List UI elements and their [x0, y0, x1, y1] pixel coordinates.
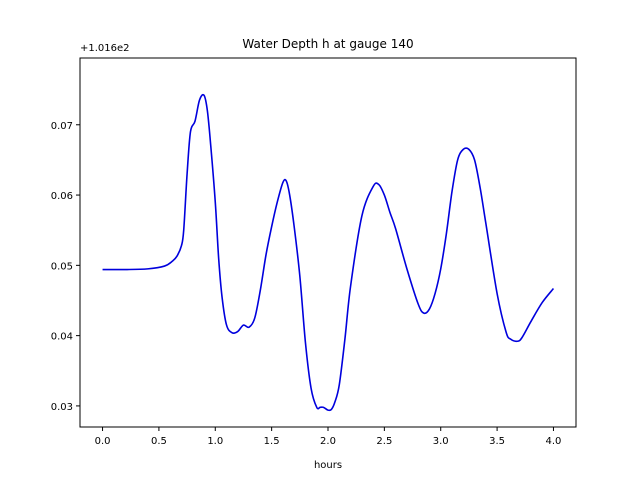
x-tick-label: 1.5: [264, 436, 280, 447]
plot-frame: [79, 57, 577, 428]
y-tick-label: 0.05: [51, 261, 73, 272]
x-axis-label: hours: [314, 460, 342, 471]
y-tick-label: 0.04: [51, 332, 73, 343]
y-axis-offset-label: +1.016e2: [80, 43, 130, 54]
x-tick-label: 3.5: [489, 436, 505, 447]
x-axis-ticks: 0.0 0.5 1.0 1.5 2.0 2.5 3.0 3.5 4.0: [95, 427, 562, 447]
x-tick-label: 2.0: [320, 436, 336, 447]
chart-title: Water Depth h at gauge 140: [242, 37, 413, 51]
x-tick-label: 3.0: [433, 436, 449, 447]
y-tick-label: 0.06: [51, 191, 73, 202]
x-tick-label: 4.0: [546, 436, 562, 447]
series-layer: [102, 93, 555, 412]
y-tick-label: 0.03: [51, 402, 73, 413]
x-tick-label: 1.0: [207, 436, 223, 447]
x-tick-label: 0.5: [151, 436, 167, 447]
x-tick-label: 2.5: [376, 436, 392, 447]
series-line: [102, 93, 555, 412]
y-axis-ticks: 0.03 0.04 0.05 0.06 0.07: [51, 121, 80, 413]
x-tick-label: 0.0: [95, 436, 111, 447]
y-tick-label: 0.07: [51, 121, 73, 132]
